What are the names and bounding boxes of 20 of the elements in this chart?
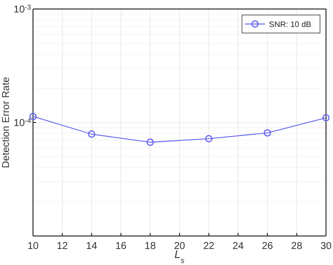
legend-label: SNR: 10 dB xyxy=(269,20,312,29)
point xyxy=(146,138,154,146)
x-tick-label: 12 xyxy=(56,241,68,252)
point xyxy=(264,129,272,137)
x-tick-label: 24 xyxy=(232,241,244,252)
x-tick-label: 14 xyxy=(86,241,98,252)
point xyxy=(205,135,212,142)
x-tick-label: 10 xyxy=(27,241,39,252)
x-tick-label: 30 xyxy=(320,241,332,252)
y-tick-label: 10$^{-3}$ xyxy=(14,4,32,16)
x-tick-label: 16 xyxy=(115,241,127,252)
x-axis-title: L$_{s}$ xyxy=(174,249,185,264)
x-tick-label: 26 xyxy=(262,241,274,252)
point xyxy=(88,130,96,138)
x-tick-label: 18 xyxy=(144,241,156,252)
x-tick-label: 22 xyxy=(203,241,215,252)
x-tick-label: 20 xyxy=(174,241,186,252)
x-tick-label: 28 xyxy=(291,241,303,252)
y-axis-title: Detection Error Rate xyxy=(1,76,12,168)
y-tick-label: 10$^{-4}$ xyxy=(14,118,32,129)
